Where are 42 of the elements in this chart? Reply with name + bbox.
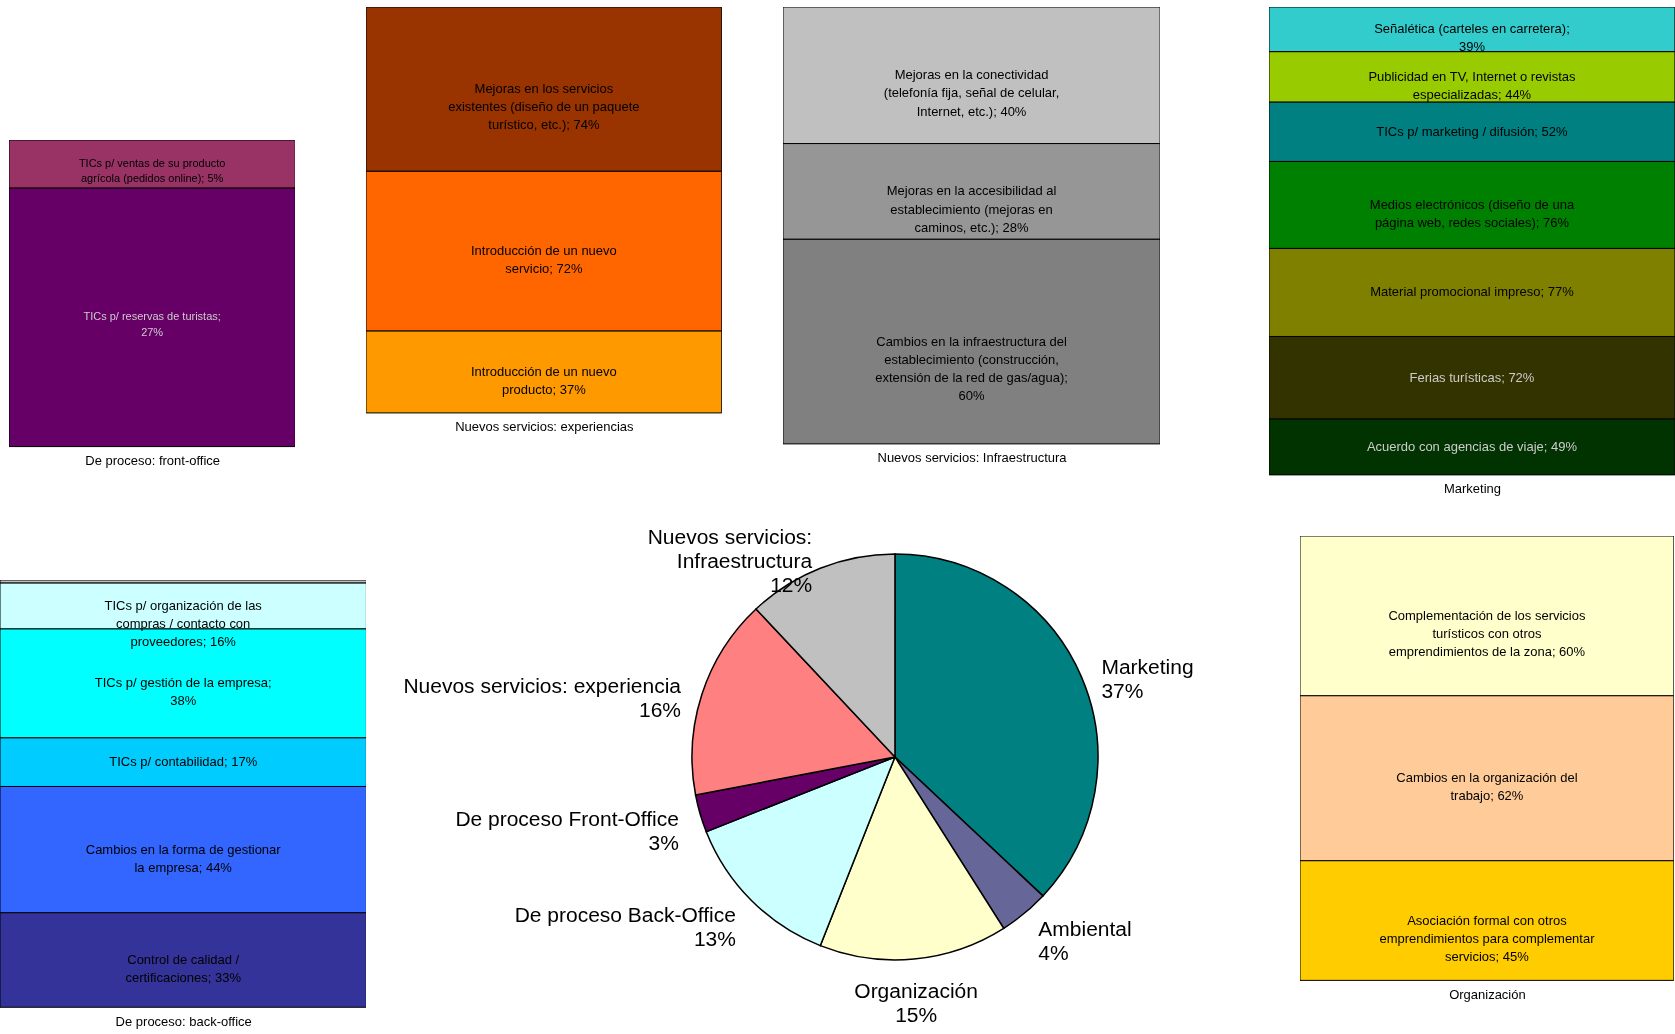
data-label: Material promocional impreso; 77%	[1370, 284, 1575, 300]
data-label: Mejoras en la accesibilidad al establecimiento (mejoras en caminos, etc.); 28%	[886, 183, 1057, 236]
data-label: Señalética (carteles en carretera); 39%	[1374, 21, 1570, 55]
slice-label: Organización	[854, 979, 979, 1003]
slice-label: De proceso Back-Office	[514, 903, 737, 927]
x-axis-title: Organización	[1449, 987, 1526, 1003]
data-label: Publicidad en TV, Internet o revistas especializadas; 44%	[1368, 69, 1577, 103]
data-label: Cambios en la infraestructura del establecimiento (construcción, extensión de la red de gas/agua); 60%	[875, 333, 1068, 404]
data-label: Introducción de un nuevo producto; 37%	[471, 364, 618, 398]
data-label: 3%	[648, 831, 680, 855]
slice-label: Nuevos servicios: Infraestructura	[647, 525, 813, 573]
data-label: 4%	[1038, 941, 1069, 965]
data-label: 16%	[639, 698, 682, 722]
x-axis-title: De proceso: back-office	[115, 1013, 252, 1029]
x-axis-title: De proceso: front-office	[84, 453, 220, 469]
data-label: 15%	[895, 1003, 938, 1027]
slice-label: Ambiental	[1038, 917, 1132, 941]
x-axis-title: Nuevos servicios: experiencias	[455, 419, 635, 435]
data-label: 13%	[694, 927, 737, 951]
data-label: TICs p/ reservas de turistas; 27%	[82, 310, 221, 338]
data-label: Acuerdo con agencias de viaje; 49%	[1366, 439, 1578, 455]
data-label: Mejoras en los servicios existentes (diseño de un paquete turístico, etc.); 74%	[448, 81, 640, 133]
data-label: 37%	[1101, 679, 1144, 703]
data-label: TICs p/ ventas de su producto agrícola (pedidos online); 5%	[78, 156, 225, 185]
data-label: Ferias turísticas; 72%	[1409, 370, 1535, 386]
data-label: Complementación de los servicios turísticos con otros emprendimientos de la zona; 60%	[1388, 608, 1586, 660]
slice-label: De proceso Front-Office	[455, 807, 680, 831]
data-label: Cambios en la organización del trabajo; 62%	[1396, 770, 1578, 804]
data-label: Control de calidad / certificaciones; 33%	[125, 952, 242, 986]
data-label: TICs p/ marketing / difusión; 52%	[1376, 124, 1569, 140]
x-axis-title: Nuevos servicios: Infraestructura	[877, 450, 1068, 466]
data-label: TICs p/ gestión de la empresa; 38%	[94, 675, 272, 709]
x-axis-title: Marketing	[1444, 481, 1502, 497]
data-label: Introducción de un nuevo servicio; 72%	[471, 243, 618, 277]
data-label: TICs p/ organización de las compras / contacto con proveedores; 16%	[104, 597, 263, 650]
data-label: TICs p/ contabilidad; 17%	[109, 754, 258, 770]
slice-label: Marketing	[1101, 655, 1194, 679]
data-label: Mejoras en la conectividad (telefonía fija, señal de celular, Internet, etc.); 40%	[883, 67, 1060, 120]
data-label: Medios electrónicos (diseño de una página web, redes sociales); 76%	[1369, 197, 1575, 231]
data-label: Asociación formal con otros emprendimientos para complementar servicios; 45%	[1379, 912, 1596, 965]
data-label: Cambios en la forma de gestionar la empresa; 44%	[85, 841, 282, 875]
slice-label: Nuevos servicios: experiencia	[403, 674, 682, 698]
